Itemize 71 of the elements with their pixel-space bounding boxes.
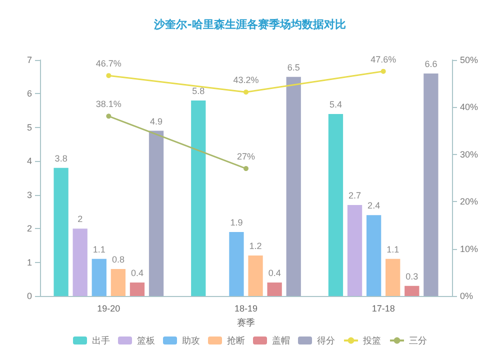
y2-tick-label: 10% — [460, 244, 478, 254]
chart-title: 沙奎尔-哈里森生涯各赛季场均数据对比 — [153, 18, 346, 31]
data-label: 2.7 — [348, 190, 362, 200]
bar — [347, 204, 362, 296]
legend-label: 盖帽 — [272, 336, 290, 346]
y-tick-label: 3 — [26, 190, 32, 200]
bar — [248, 256, 263, 296]
data-label: 2 — [78, 214, 83, 224]
x-tick-label: 17-18 — [372, 304, 395, 314]
data-label: 2.4 — [368, 200, 380, 211]
data-label: 6.6 — [424, 58, 438, 69]
bar — [148, 130, 164, 296]
data-label: 1.9 — [230, 217, 243, 228]
data-label: 0.4 — [130, 268, 144, 278]
data-label: 0.4 — [268, 268, 281, 278]
bar — [267, 282, 282, 296]
bar — [328, 114, 344, 296]
point — [106, 114, 112, 119]
point — [106, 73, 112, 78]
legend-label: 出手 — [92, 336, 110, 346]
data-label: 5.4 — [329, 99, 342, 110]
point — [244, 90, 248, 95]
bar — [72, 228, 88, 296]
y-tick-label: 5 — [26, 122, 32, 132]
bar — [386, 258, 400, 296]
y2-tick-label: 20% — [460, 196, 478, 207]
data-label: 1.1 — [92, 244, 106, 254]
legend-label: 篮板 — [137, 336, 155, 346]
legend-label: 抢断 — [227, 336, 245, 346]
bar — [130, 282, 145, 296]
bar — [424, 73, 438, 296]
y-tick-label: 1 — [26, 257, 32, 268]
legend-label: 得分 — [317, 336, 335, 346]
bar — [404, 286, 420, 296]
data-label: 3.8 — [54, 153, 68, 164]
data-label: 47.6% — [370, 54, 396, 64]
bar — [366, 215, 382, 296]
legend-label: 投篮 — [362, 336, 381, 346]
point — [380, 68, 386, 74]
legend-label: 助攻 — [182, 336, 200, 346]
bar — [229, 232, 244, 296]
data-label: 1.2 — [249, 241, 262, 252]
data-label: 1.1 — [386, 244, 400, 254]
y2-tick-label: 50% — [460, 55, 478, 65]
bar — [54, 168, 68, 296]
y-tick-label: 0 — [26, 291, 32, 301]
point — [244, 166, 248, 172]
data-label: 27% — [236, 152, 256, 162]
bar — [92, 258, 106, 296]
data-label: 4.9 — [150, 116, 163, 126]
bar — [286, 76, 301, 296]
data-label: 6.5 — [287, 62, 300, 72]
y-tick-label: 2 — [26, 224, 32, 234]
data-label: 46.7% — [96, 58, 122, 69]
bar — [191, 100, 206, 296]
y-tick-label: 6 — [26, 88, 32, 99]
data-label: 38.1% — [96, 99, 122, 110]
x-axis-title: 赛季 — [237, 317, 255, 328]
data-label: 0.3 — [406, 271, 418, 282]
data-label: 43.2% — [233, 75, 259, 86]
data-label: 0.8 — [112, 254, 124, 265]
x-tick-label: 19-20 — [97, 304, 120, 314]
x-tick-label: 18-19 — [234, 304, 258, 314]
y2-tick-label: 40% — [460, 102, 478, 112]
bar — [110, 269, 126, 296]
data-label: 5.8 — [192, 86, 205, 96]
y-tick-label: 4 — [26, 156, 32, 166]
y2-tick-label: 0% — [460, 291, 474, 301]
y2-tick-label: 30% — [460, 149, 478, 160]
y-tick-label: 7 — [26, 55, 32, 65]
legend-label: 三分 — [409, 336, 427, 346]
